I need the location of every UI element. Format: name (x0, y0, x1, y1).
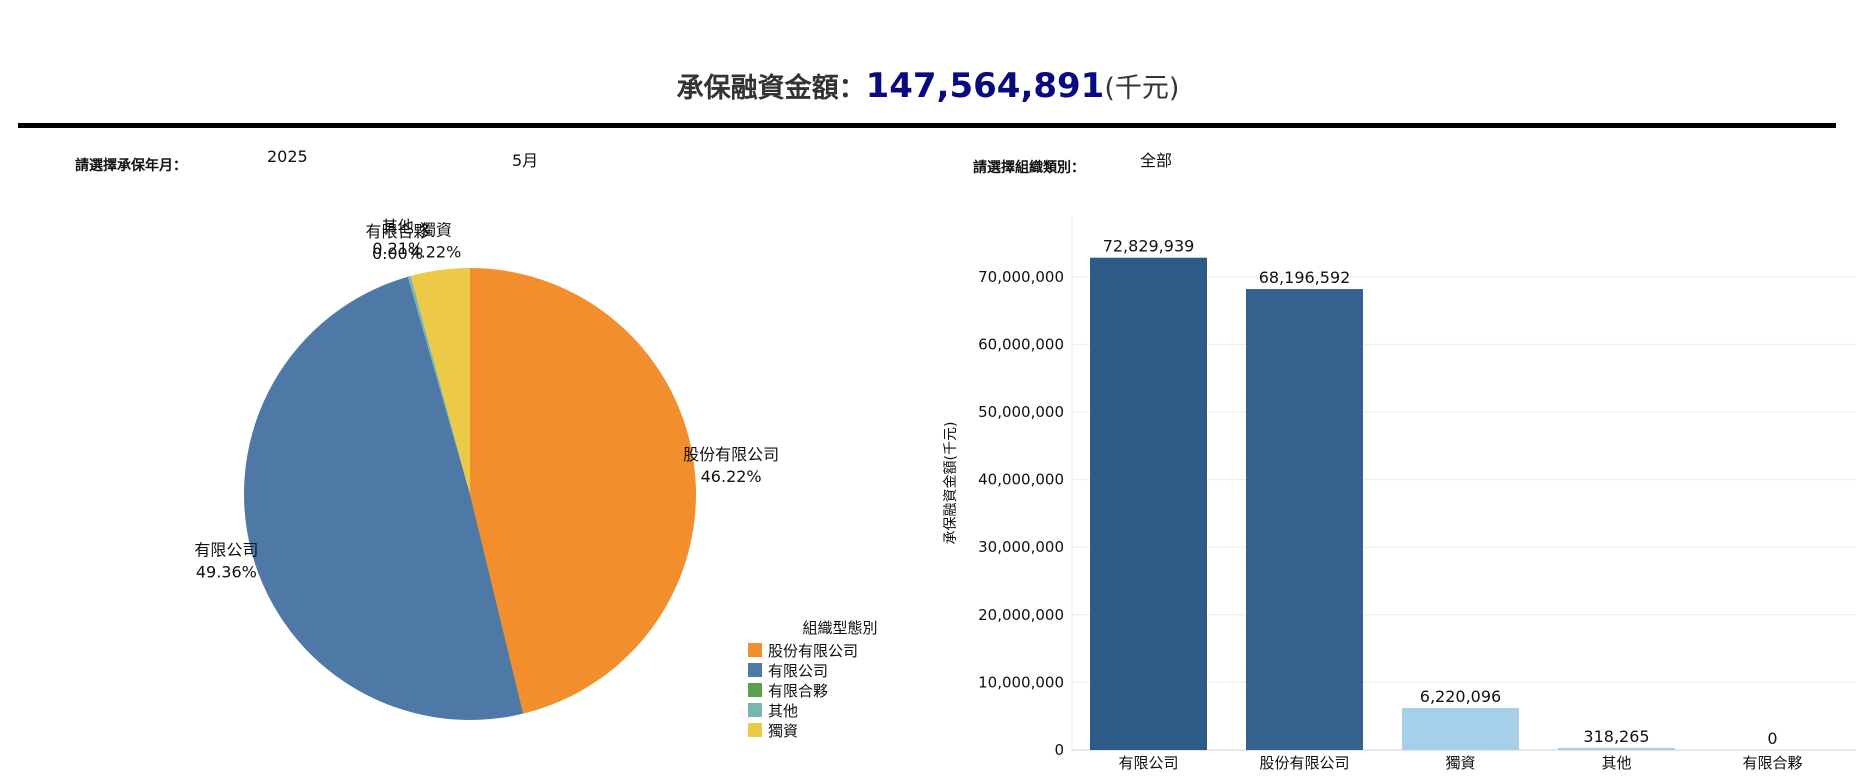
x-tick-label: 其他 (1601, 754, 1631, 772)
y-tick-label: 70,000,000 (978, 268, 1064, 286)
bar-value-label: 6,220,096 (1420, 687, 1501, 706)
month-select[interactable]: 5月 (512, 151, 539, 170)
pie-slice-percent: 0.21% (372, 239, 423, 258)
y-tick-label: 0 (1054, 741, 1064, 759)
legend-swatch (748, 683, 762, 697)
org-filter-label: 請選擇組織類別： (973, 160, 1085, 176)
bar-value-label: 68,196,592 (1259, 268, 1351, 287)
pie-slice-percent: 49.36% (196, 562, 257, 581)
bar[interactable] (1246, 289, 1363, 750)
x-tick-label: 股份有限公司 (1259, 754, 1349, 772)
x-tick-label: 有限公司 (1118, 754, 1178, 772)
legend-swatch (748, 723, 762, 737)
amount-unit: (千元) (1104, 73, 1180, 104)
pie-slice[interactable] (407, 275, 470, 494)
org-type-select[interactable]: 全部 (1140, 151, 1173, 170)
y-tick-label: 10,000,000 (978, 673, 1064, 691)
x-tick-label: 獨資 (1445, 754, 1475, 772)
y-tick-label: 50,000,000 (978, 403, 1064, 421)
y-tick-label: 30,000,000 (978, 538, 1064, 556)
bar[interactable] (1558, 747, 1675, 750)
pie-chart: 股份有限公司46.22%有限公司49.36%有限合夥0.00%其他0.21%獨資… (194, 217, 877, 740)
legend-item[interactable]: 有限公司 (768, 662, 828, 680)
bar-value-label: 318,265 (1583, 727, 1649, 746)
bar[interactable] (1402, 707, 1519, 750)
year-select[interactable]: 2025 (267, 147, 308, 166)
pie-slice[interactable] (470, 268, 696, 714)
legend-title: 組織型態別 (802, 619, 877, 637)
pie-slice-label: 有限公司 (194, 540, 258, 559)
y-axis-label: 承保融資金額(千元) (943, 422, 959, 545)
bar-value-label: 0 (1767, 729, 1777, 748)
legend-swatch (748, 703, 762, 717)
total-amount: 147,564,891 (865, 66, 1105, 106)
pie-slice[interactable] (243, 276, 524, 721)
y-tick-label: 20,000,000 (978, 606, 1064, 624)
pie-slice-percent: 0.00% (372, 244, 423, 263)
bar-value-label: 72,829,939 (1103, 237, 1195, 256)
pie-slice-label: 獨資 (420, 220, 452, 239)
title-label: 承保融資金額： (676, 73, 866, 104)
page-title: 承保融資金額：147,564,891(千元) (0, 66, 1856, 106)
title-divider (18, 123, 1836, 128)
legend-item[interactable]: 有限合夥 (768, 682, 828, 700)
pie-slice[interactable] (410, 268, 470, 494)
legend-swatch (748, 643, 762, 657)
pie-slice-percent: 46.22% (701, 467, 762, 486)
legend-item[interactable]: 股份有限公司 (768, 642, 858, 660)
x-tick-label: 有限合夥 (1742, 754, 1802, 772)
pie-slice-label: 有限合夥 (365, 222, 429, 241)
y-tick-label: 60,000,000 (978, 335, 1064, 353)
legend-item[interactable]: 其他 (768, 702, 798, 720)
bar[interactable] (1090, 257, 1207, 750)
pie-slice-label: 其他 (382, 217, 414, 236)
legend-item[interactable]: 獨資 (768, 722, 798, 740)
period-filter-label: 請選擇承保年月： (75, 158, 187, 174)
pie-slice-percent: 4.22% (410, 242, 461, 261)
pie-slice-label: 股份有限公司 (683, 445, 779, 464)
y-tick-label: 40,000,000 (978, 471, 1064, 489)
legend-swatch (748, 663, 762, 677)
